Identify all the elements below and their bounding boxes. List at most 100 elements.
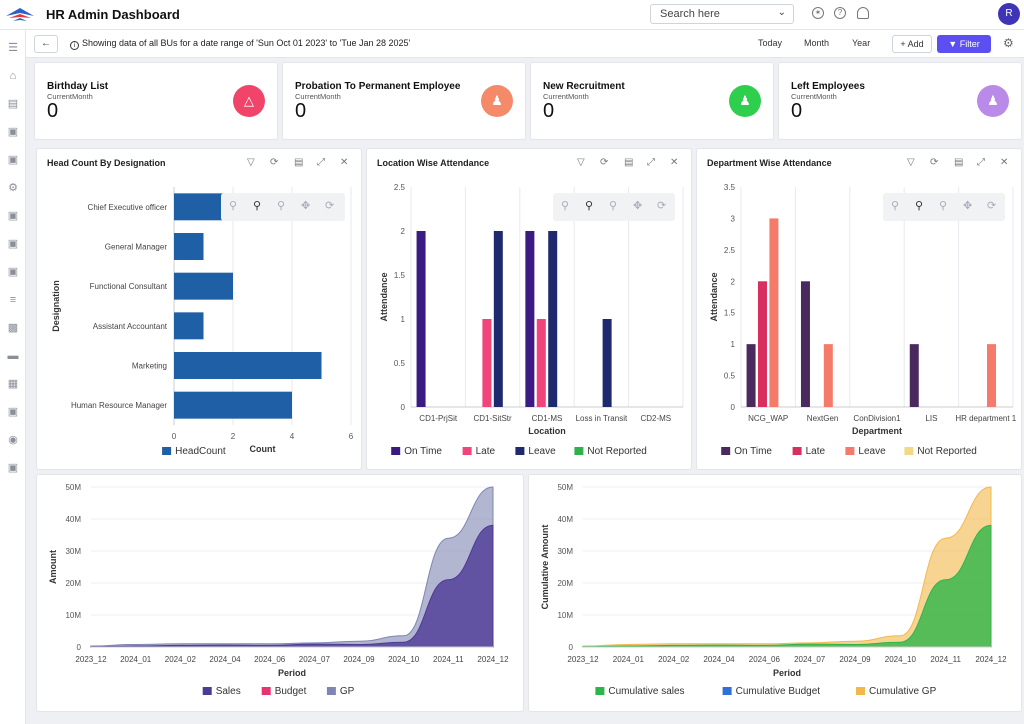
avatar[interactable]: R: [998, 3, 1020, 25]
x-tick-label: CD1-SitStr: [473, 414, 512, 423]
bed-icon[interactable]: ▬: [7, 350, 19, 362]
legend-swatch: [845, 447, 855, 455]
y-tick-label: 0.5: [394, 359, 406, 368]
cart-icon[interactable]: ▣: [7, 126, 19, 138]
users-icon[interactable]: ◉: [8, 434, 18, 446]
close-icon[interactable]: ✕: [340, 157, 349, 168]
x-tick-label: CD2-MS: [640, 414, 671, 423]
x-tick-label: 0: [172, 432, 177, 441]
y-tick-label: 30M: [65, 547, 81, 556]
year-button[interactable]: Year: [852, 38, 871, 48]
y-tick-label: 2.5: [394, 183, 406, 192]
add-button[interactable]: + Add: [892, 35, 932, 53]
cart-icon[interactable]: ▣: [7, 406, 19, 418]
kpi-card-left-employees[interactable]: Left Employees CurrentMonth 0 ♟: [778, 62, 1022, 140]
y-tick-label: 40M: [65, 515, 81, 524]
calendar-icon[interactable]: ▦: [7, 378, 19, 390]
pan-icon[interactable]: ✥: [963, 200, 973, 212]
bell-icon[interactable]: [857, 7, 869, 19]
refresh-icon[interactable]: ⟳: [930, 157, 939, 168]
zoom-out-icon[interactable]: ⚲: [609, 200, 618, 212]
y-tick-label: Functional Consultant: [90, 282, 168, 291]
bar: [174, 312, 204, 340]
sliders-icon[interactable]: ≡: [9, 294, 17, 306]
expand-icon[interactable]: ⤢: [977, 157, 985, 168]
y-tick-label: 1: [401, 315, 406, 324]
y-tick-label: Marketing: [132, 362, 167, 371]
area-series: [90, 524, 494, 648]
legend-swatch: [595, 687, 605, 695]
pan-icon[interactable]: ✥: [301, 200, 311, 212]
zoom-out-icon[interactable]: ⚲: [277, 200, 286, 212]
x-tick-label: 2024_09: [839, 655, 871, 664]
bus-icon[interactable]: ▩: [7, 322, 19, 334]
reset-zoom-icon[interactable]: ⟳: [657, 200, 667, 212]
zoom-selection-icon[interactable]: ⚲: [891, 200, 900, 212]
expand-icon[interactable]: ⤢: [647, 157, 655, 168]
reset-zoom-icon[interactable]: ⟳: [987, 200, 997, 212]
kpi-card-recruitment[interactable]: New Recruitment CurrentMonth 0 ♟: [530, 62, 774, 140]
zoom-in-icon[interactable]: ⚲: [253, 200, 262, 212]
help-icon[interactable]: ?: [834, 7, 846, 19]
y-tick-label: 2: [401, 227, 406, 236]
x-tick-label: 2024_06: [749, 655, 781, 664]
filter-icon[interactable]: ▽: [247, 157, 255, 168]
reset-zoom-icon[interactable]: ⟳: [325, 200, 335, 212]
back-button[interactable]: ←: [34, 35, 58, 53]
x-axis-title: Location: [528, 426, 566, 436]
cart-icon[interactable]: ▣: [7, 210, 19, 222]
headcount-chart: 0 2 4 6 Chief Executive officer General Manag…: [51, 187, 354, 457]
sitemap-icon[interactable]: ▤: [7, 98, 19, 110]
x-tick-label: Loss in Transit: [576, 414, 628, 423]
kpi-title: New Recruitment: [543, 81, 625, 92]
legend-swatch: [261, 687, 271, 695]
y-tick-label: 1: [731, 340, 736, 349]
gear-icon[interactable]: ⚙: [8, 182, 18, 194]
cart-icon[interactable]: ▣: [7, 462, 19, 474]
export-icon[interactable]: ▤: [294, 157, 304, 168]
x-tick-label: ConDivision1: [853, 414, 901, 423]
legend-label: Cumulative sales: [608, 686, 684, 697]
refresh-icon[interactable]: ⟳: [270, 157, 279, 168]
zoom-in-icon[interactable]: ⚲: [585, 200, 594, 212]
app-logo[interactable]: [4, 4, 36, 26]
today-button[interactable]: Today: [758, 38, 783, 48]
x-tick-label: 2024_12: [477, 655, 509, 664]
filter-icon[interactable]: ▽: [907, 157, 915, 168]
cart-icon[interactable]: ▣: [7, 266, 19, 278]
search-select[interactable]: Search here ⌄: [650, 4, 794, 24]
settings-icon[interactable]: ⚙: [1003, 36, 1014, 50]
export-icon[interactable]: ▤: [954, 157, 964, 168]
x-axis-title: Period: [773, 668, 801, 678]
expand-icon[interactable]: ⤢: [317, 157, 325, 168]
department-panel: Department Wise Attendance ▽ ⟳ ▤ ⤢ ✕ 0 0.…: [696, 148, 1022, 470]
x-tick-label: 2024_01: [120, 655, 152, 664]
x-tick-label: 4: [290, 432, 295, 441]
cart-icon[interactable]: ▣: [7, 154, 19, 166]
cart-icon[interactable]: ▣: [7, 238, 19, 250]
zoom-selection-icon[interactable]: ⚲: [561, 200, 570, 212]
export-icon[interactable]: ▤: [624, 157, 634, 168]
month-button[interactable]: Month: [804, 38, 830, 48]
legend-label: Leave: [528, 446, 556, 457]
filter-icon[interactable]: ▽: [577, 157, 585, 168]
pan-icon[interactable]: ✥: [633, 200, 643, 212]
filter-button[interactable]: ▼ Filter: [937, 35, 991, 53]
zoom-out-icon[interactable]: ⚲: [939, 200, 948, 212]
zoom-in-icon[interactable]: ⚲: [915, 200, 924, 212]
kpi-card-probation[interactable]: Probation To Permanent Employee CurrentM…: [282, 62, 526, 140]
date-range-text: Showing data of all BUs for a date range…: [82, 38, 411, 48]
close-icon[interactable]: ✕: [670, 157, 679, 168]
y-tick-label: 1.5: [394, 271, 406, 280]
y-tick-label: 50M: [557, 483, 573, 492]
zoom-selection-icon[interactable]: ⚲: [229, 200, 238, 212]
refresh-icon[interactable]: ⟳: [600, 157, 609, 168]
kpi-card-birthday[interactable]: Birthday List CurrentMonth 0 △: [34, 62, 278, 140]
y-axis-title: Attendance: [709, 272, 719, 321]
legend-label: Cumulative Budget: [736, 686, 821, 697]
menu-icon[interactable]: ☰: [8, 42, 18, 54]
globe-icon[interactable]: ✶: [812, 7, 824, 19]
info-icon: i: [70, 41, 79, 50]
close-icon[interactable]: ✕: [1000, 157, 1009, 168]
home-icon[interactable]: ⌂: [9, 70, 17, 82]
